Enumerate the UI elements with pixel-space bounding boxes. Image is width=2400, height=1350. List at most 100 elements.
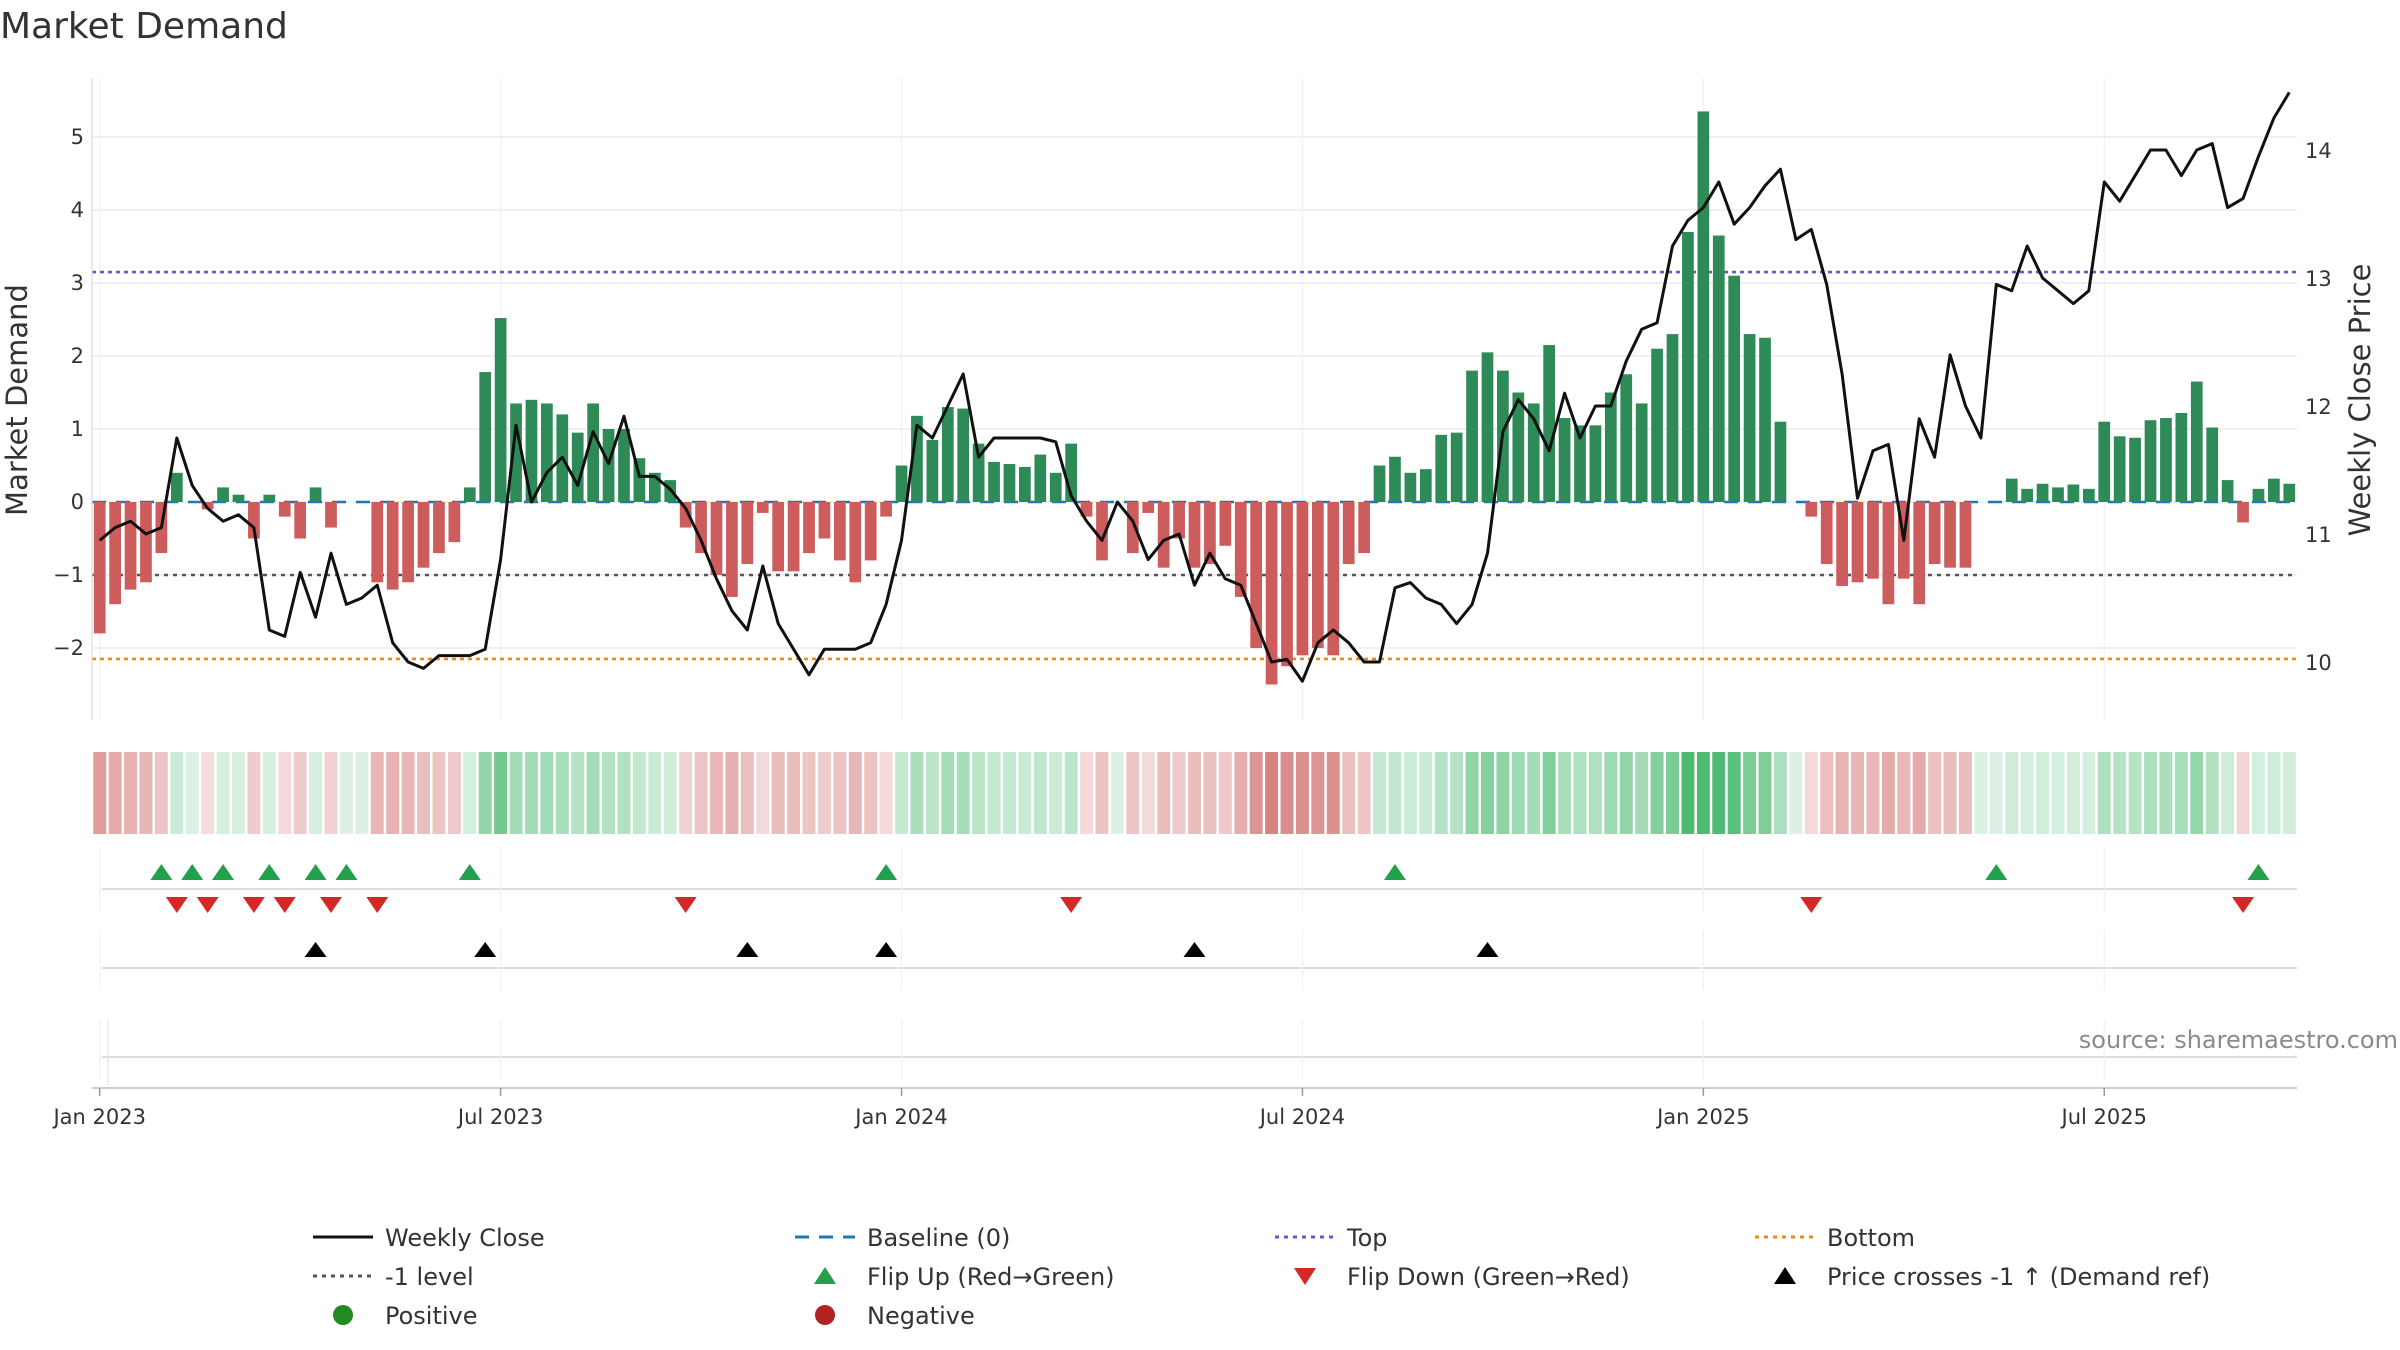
- flip-up-marker: [181, 864, 204, 880]
- positive-demand-bar: [2098, 421, 2111, 502]
- heat-cell: [2005, 752, 2019, 834]
- positive-demand-bar: [1574, 425, 1586, 502]
- legend-label: Flip Down (Green→Red): [1347, 1263, 1630, 1291]
- negative-demand-bar: [1296, 502, 1309, 656]
- negative-demand-bar: [1327, 502, 1340, 656]
- negative-demand-bar: [124, 502, 137, 590]
- x-tick-label: Jan 2025: [1655, 1105, 1750, 1129]
- flip-up-marker: [304, 864, 327, 880]
- positive-demand-bar: [602, 429, 615, 502]
- positive-demand-bar: [2268, 478, 2280, 502]
- negative-demand-bar: [1234, 502, 1247, 597]
- negative-demand-bar: [402, 502, 414, 583]
- heat-cell: [1218, 752, 1232, 834]
- heat-cell: [1511, 752, 1525, 834]
- negative-demand-bar: [1913, 502, 1926, 605]
- heat-cell: [2113, 752, 2127, 834]
- flip-up-marker: [150, 864, 173, 880]
- heat-cell: [2144, 752, 2157, 834]
- flip-down-marker: [1800, 897, 1823, 913]
- positive-demand-bar: [1049, 472, 1062, 502]
- positive-demand-bar: [1034, 454, 1047, 502]
- legend-label: -1 level: [385, 1263, 474, 1291]
- positive-demand-bar: [263, 494, 276, 502]
- y2-tick-label: 14: [2305, 139, 2332, 163]
- price-cross-marker: [1183, 942, 1206, 957]
- positive-demand-bar: [1774, 421, 1787, 502]
- positive-demand-bar: [170, 472, 183, 502]
- heat-cell: [247, 752, 261, 834]
- negative-demand-bar: [849, 502, 862, 583]
- positive-demand-bar: [217, 487, 229, 502]
- heat-cell: [771, 752, 785, 834]
- heat-cell: [1419, 752, 1433, 834]
- negative-demand-bar: [1928, 502, 1941, 565]
- negative-demand-bar: [1096, 502, 1108, 561]
- heat-cell: [555, 752, 569, 834]
- heat-cell: [2036, 752, 2050, 834]
- negative-demand-bar: [1204, 502, 1216, 565]
- flip-down-marker: [320, 897, 343, 913]
- positive-demand-bar: [1527, 403, 1540, 502]
- heat-cell: [478, 752, 492, 834]
- heat-cell: [1095, 752, 1109, 834]
- heat-cell: [1727, 752, 1741, 834]
- heat-cell: [1326, 752, 1340, 834]
- positive-demand-bar: [648, 472, 661, 502]
- legend-label: Positive: [385, 1302, 478, 1330]
- heat-cell: [232, 752, 245, 834]
- negative-demand-bar: [787, 502, 800, 572]
- negative-demand-bar: [1944, 502, 1956, 568]
- flip-down-marker: [165, 897, 188, 913]
- negative-demand-bar: [679, 502, 692, 528]
- heat-cell: [2236, 752, 2250, 834]
- negative-demand-bar: [1157, 502, 1170, 568]
- heat-cell: [154, 752, 168, 834]
- heat-cell: [802, 752, 816, 834]
- negative-demand-bar: [1851, 502, 1864, 583]
- legend-triangle-down: [1294, 1268, 1316, 1285]
- heat-cell: [1912, 752, 1926, 834]
- heat-cell: [941, 752, 955, 834]
- grid-layer: [92, 78, 2297, 720]
- heat-cell: [139, 752, 153, 834]
- positive-demand-bar: [1373, 465, 1386, 502]
- x-axis: Jan 2023 Jul 2023 Jan 2024 Jul 2024 Jan 2025…: [51, 1087, 2297, 1129]
- heat-cell: [1434, 752, 1448, 834]
- heat-cell: [1188, 752, 1201, 834]
- negative-demand-bar: [1188, 502, 1201, 568]
- heat-cell: [2082, 752, 2096, 834]
- heat-cell: [1604, 752, 1618, 834]
- heat-cell: [2221, 752, 2235, 834]
- heat-cell: [370, 752, 384, 834]
- heat-cell: [1773, 752, 1787, 834]
- heat-cell: [1110, 752, 1124, 834]
- flip-down-marker: [674, 897, 697, 913]
- heat-cell: [2020, 752, 2034, 834]
- heat-cell: [1897, 752, 1911, 834]
- heat-cell: [401, 752, 415, 834]
- positive-demand-bar: [1743, 334, 1756, 502]
- chart-title: Market Demand: [0, 6, 288, 47]
- negative-demand-bar: [2237, 502, 2249, 523]
- positive-demand-bar: [1466, 370, 1478, 502]
- heat-cell: [1450, 752, 1464, 834]
- legend-label: Negative: [867, 1302, 975, 1330]
- heat-cell: [355, 752, 369, 834]
- heat-cell: [1357, 752, 1371, 834]
- positive-demand-bar: [1481, 352, 1494, 502]
- y-tick-label: 5: [71, 125, 84, 149]
- heat-cell: [386, 752, 400, 834]
- legend-label: Bottom: [1827, 1224, 1915, 1252]
- positive-demand-bar: [2082, 488, 2095, 502]
- negative-demand-bar: [1126, 502, 1139, 554]
- positive-demand-bar: [1389, 456, 1401, 502]
- flip-down-marker: [242, 897, 265, 913]
- heat-cell: [1989, 752, 2003, 834]
- positive-demand-bar: [1558, 418, 1571, 502]
- positive-demand-bar: [2190, 381, 2203, 502]
- heat-cell: [324, 752, 338, 834]
- legend-label: Baseline (0): [867, 1224, 1010, 1252]
- negative-demand-bar: [818, 502, 831, 539]
- heat-cell: [1373, 752, 1387, 834]
